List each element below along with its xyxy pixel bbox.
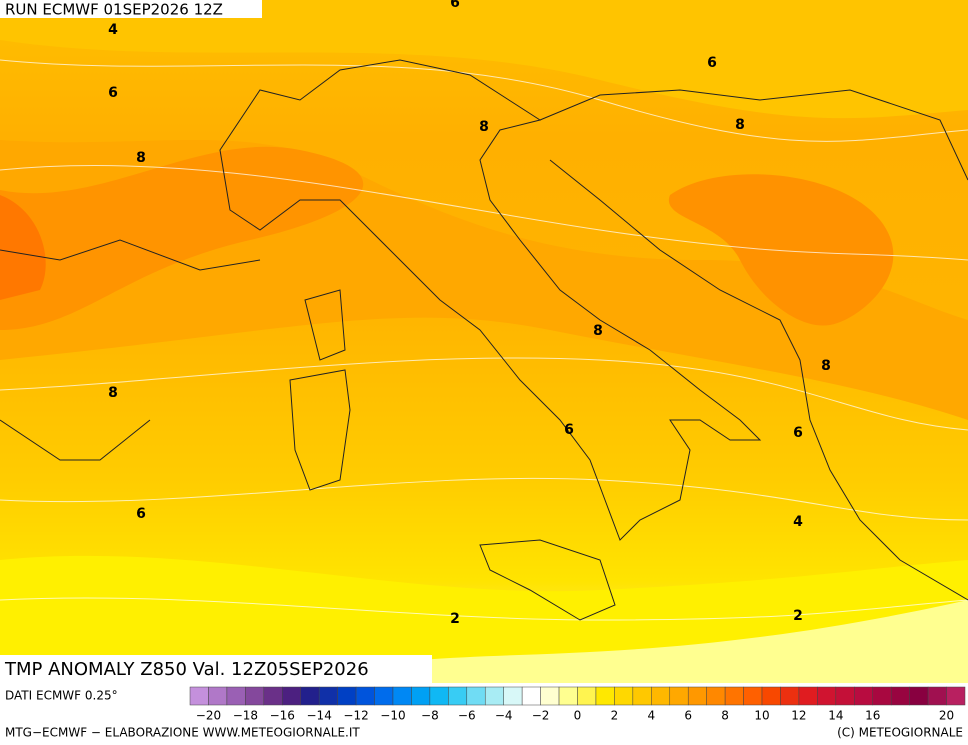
- colorbar-swatch: [429, 686, 449, 706]
- colorbar-swatch: [503, 686, 523, 706]
- colorbar-swatch: [484, 686, 504, 706]
- source-label: DATI ECMWF 0.25°: [5, 689, 118, 703]
- map-title: TMP ANOMALY Z850 Val. 12Z05SEP2026: [4, 659, 369, 680]
- colorbar-swatch: [854, 686, 873, 706]
- colorbar-label: −4: [495, 709, 513, 723]
- footer-right: (C) METEOGIORNALE: [837, 726, 963, 740]
- colorbar-swatch: [245, 686, 265, 706]
- colorbar-swatch: [189, 686, 209, 706]
- colorbar-swatch: [540, 686, 560, 706]
- colorbar-swatch: [909, 686, 929, 706]
- colorbar-label: −18: [233, 709, 258, 723]
- contour-label: 4: [793, 514, 803, 530]
- colorbar-label: −16: [270, 709, 295, 723]
- colorbar-label: −20: [196, 709, 221, 723]
- colorbar-swatch: [743, 686, 763, 706]
- colorbar-swatch: [355, 686, 375, 706]
- colorbar-swatch: [374, 686, 394, 706]
- colorbar-swatch: [558, 686, 578, 706]
- contour-label: 2: [450, 611, 460, 627]
- colorbar-swatch: [318, 686, 338, 706]
- contour-label: 6: [136, 506, 146, 522]
- title-box: [0, 655, 432, 683]
- colorbar-label: −10: [380, 709, 405, 723]
- colorbar-swatch: [614, 686, 634, 706]
- colorbar-swatch: [595, 686, 615, 706]
- contour-label: 6: [707, 55, 717, 71]
- colorbar-swatch: [208, 686, 228, 706]
- colorbar-swatch: [300, 686, 320, 706]
- colorbar-swatch: [798, 686, 818, 706]
- colorbar-swatch: [761, 686, 781, 706]
- footer-left: MTG−ECMWF − ELABORAZIONE WWW.METEOGIORNA…: [5, 726, 360, 740]
- contour-label: 8: [136, 150, 146, 166]
- contour-label: 6: [108, 85, 118, 101]
- colorbar-label: 16: [865, 709, 880, 723]
- colorbar-swatch: [282, 686, 301, 706]
- colorbar-swatch: [632, 686, 652, 706]
- colorbar-swatch: [392, 686, 412, 706]
- header-box: [0, 0, 262, 18]
- contour-label: 8: [479, 119, 489, 135]
- colorbar-swatch: [337, 686, 357, 706]
- colorbar-swatch: [946, 686, 966, 706]
- colorbar-label: −12: [343, 709, 368, 723]
- colorbar-label: 4: [647, 709, 655, 723]
- colorbar-label: 20: [939, 709, 954, 723]
- colorbar-swatch: [890, 686, 910, 706]
- contour-label: 8: [821, 358, 831, 374]
- colorbar-swatch: [817, 686, 837, 706]
- colorbar-swatch: [521, 686, 541, 706]
- colorbar-swatch: [724, 686, 744, 706]
- colorbar-label: −14: [307, 709, 332, 723]
- colorbar-swatch: [835, 686, 855, 706]
- contour-label: 6: [564, 422, 574, 438]
- colorbar-label: −2: [532, 709, 550, 723]
- colorbar-label: −8: [421, 709, 439, 723]
- colorbar-swatch: [687, 686, 707, 706]
- colorbar-swatch: [466, 686, 486, 706]
- contour-label: 2: [793, 608, 803, 624]
- contour-label: 6: [450, 0, 460, 11]
- colorbar-swatch: [706, 686, 726, 706]
- colorbar-swatch: [263, 686, 283, 706]
- colorbar-swatch: [226, 686, 246, 706]
- colorbar-swatch: [651, 686, 671, 706]
- run-label: RUN ECMWF 01SEP2026 12Z: [5, 1, 223, 19]
- colorbar-swatch: [448, 686, 468, 706]
- colorbar-label: 14: [828, 709, 843, 723]
- colorbar-label: 0: [574, 709, 582, 723]
- colorbar-label: 8: [721, 709, 729, 723]
- colorbar-label: 6: [684, 709, 692, 723]
- colorbar-swatch: [411, 686, 431, 706]
- contour-label: 8: [593, 323, 603, 339]
- colorbar: −20 −18 −16 −14 −12 −10 −8 −6 −4 −2 0 2 4 6 8 10 12 14 16 2…: [189, 686, 966, 723]
- colorbar-swatch: [669, 686, 689, 706]
- contour-label: 8: [735, 117, 745, 133]
- colorbar-swatch: [872, 686, 892, 706]
- contour-label: 6: [793, 425, 803, 441]
- colorbar-label: 2: [611, 709, 619, 723]
- colorbar-swatch: [577, 686, 597, 706]
- colorbar-swatch: [780, 686, 800, 706]
- contour-labels: 4 6 8 6 6 8 8 8 8 8 6 6 6 4 2 2: [108, 0, 831, 627]
- colorbar-label: 12: [791, 709, 806, 723]
- colorbar-label: −6: [458, 709, 476, 723]
- contour-label: 4: [108, 22, 118, 38]
- colorbar-swatch: [927, 686, 947, 706]
- colorbar-label: 10: [754, 709, 769, 723]
- map-field: [0, 0, 968, 683]
- contour-label: 8: [108, 385, 118, 401]
